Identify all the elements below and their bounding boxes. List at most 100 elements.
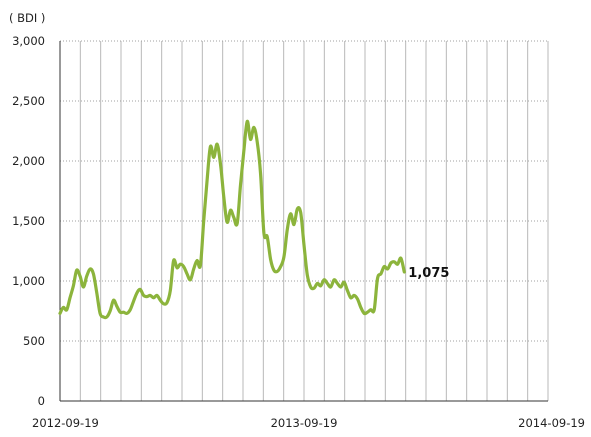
bdi-data-point xyxy=(213,156,215,158)
bdi-data-point xyxy=(400,257,402,259)
bdi-data-point xyxy=(186,273,188,275)
bdi-data-point xyxy=(350,297,352,299)
bdi-data-point xyxy=(323,279,325,281)
bdi-data-point xyxy=(173,260,175,262)
bdi-data-point xyxy=(246,120,248,122)
x-tick-label: 2012-09-19 xyxy=(32,416,99,430)
bdi-data-point xyxy=(62,306,64,308)
bdi-data-point xyxy=(286,228,288,230)
bdi-data-point xyxy=(293,224,295,226)
bdi-data-point xyxy=(153,297,155,299)
bdi-data-point xyxy=(163,303,165,305)
bdi-data-point xyxy=(69,297,71,299)
bdi-data-point xyxy=(376,278,379,280)
y-tick-label: 2,500 xyxy=(12,94,45,108)
bdi-data-point xyxy=(112,299,115,301)
bdi-data-point xyxy=(253,126,255,128)
bdi-data-point xyxy=(92,273,94,275)
bdi-data-point xyxy=(116,305,118,307)
x-axis-tick-labels: 2012-09-19 2013-09-19 2014-09-19 xyxy=(32,416,585,430)
y-tick-label: 0 xyxy=(38,394,45,408)
bdi-data-point xyxy=(109,310,111,312)
bdi-data-point xyxy=(66,309,68,311)
bdi-data-point xyxy=(203,220,205,222)
bdi-data-point xyxy=(126,312,128,314)
bdi-data-point xyxy=(343,281,345,283)
bdi-data-point xyxy=(86,275,88,277)
bdi-data-point xyxy=(390,262,392,264)
y-unit-label: ( BDI ) xyxy=(9,11,45,25)
bdi-data-point xyxy=(196,260,198,262)
bdi-series-line xyxy=(58,119,406,320)
bdi-data-point xyxy=(219,162,221,164)
bdi-data-point xyxy=(106,316,108,318)
bdi-data-point xyxy=(383,266,385,268)
bdi-data-point xyxy=(270,258,272,260)
bdi-data-point xyxy=(239,184,242,186)
horizontal-gridlines xyxy=(60,40,548,342)
bdi-data-point xyxy=(320,285,322,287)
bdi-data-point xyxy=(179,263,181,265)
bdi-data-point xyxy=(310,286,312,288)
bdi-data-point xyxy=(353,294,355,296)
bdi-data-point xyxy=(223,196,225,198)
bdi-data-point xyxy=(249,138,252,140)
bdi-data-point xyxy=(139,288,141,290)
bdi-data-point xyxy=(273,269,275,271)
bdi-data-point xyxy=(146,296,148,298)
bdi-data-point xyxy=(199,264,201,266)
bdi-data-point xyxy=(259,172,262,174)
y-tick-label: 3,000 xyxy=(12,34,45,48)
bdi-data-point xyxy=(82,286,84,288)
bdi-data-point xyxy=(306,274,308,276)
x-tick-label: 2013-09-19 xyxy=(271,416,338,430)
bdi-data-point xyxy=(59,312,61,314)
bdi-data-point xyxy=(206,179,208,181)
bdi-data-point xyxy=(283,256,285,258)
bdi-data-point xyxy=(229,209,232,211)
y-tick-label: 1,000 xyxy=(12,274,45,288)
bdi-data-point xyxy=(72,285,74,287)
bdi-data-point xyxy=(236,222,238,224)
bdi-data-point xyxy=(132,300,135,302)
bdi-data-point xyxy=(122,311,125,313)
bdi-data-point xyxy=(209,146,211,148)
bdi-data-point xyxy=(330,286,332,288)
bdi-data-point xyxy=(216,143,218,145)
bdi-data-point xyxy=(79,275,81,277)
bdi-data-point xyxy=(96,292,98,294)
x-tick-label: 2014-09-19 xyxy=(518,416,585,430)
bdi-data-point xyxy=(313,287,315,289)
bdi-data-point xyxy=(340,286,342,288)
bdi-data-point xyxy=(102,316,105,318)
bdi-data-point xyxy=(280,266,282,268)
bdi-data-point xyxy=(363,312,365,314)
bdi-data-point xyxy=(360,306,362,308)
bdi-data-point xyxy=(366,311,369,313)
bdi-data-point xyxy=(193,268,195,270)
bdi-data-point xyxy=(300,212,302,214)
y-tick-label: 1,500 xyxy=(12,214,45,228)
bdi-data-point xyxy=(276,270,278,272)
bdi-data-point xyxy=(316,282,318,284)
bdi-data-point xyxy=(356,298,359,300)
bdi-data-point xyxy=(169,290,171,292)
bdi-data-point xyxy=(76,269,78,271)
bdi-data-point xyxy=(393,261,395,263)
bdi-data-point xyxy=(226,221,228,223)
series-layer xyxy=(58,119,406,320)
y-axis-tick-labels: 0 500 1,000 1,500 2,000 2,500 3,000 xyxy=(12,34,45,408)
bdi-data-point xyxy=(303,244,305,246)
bdi-data-point xyxy=(326,282,328,284)
bdi-data-point xyxy=(189,279,191,281)
y-tick-label: 500 xyxy=(23,334,45,348)
bdi-data-point xyxy=(397,263,399,265)
bdi-data-point xyxy=(290,213,292,215)
y-tick-label: 2,000 xyxy=(12,154,45,168)
bdi-data-point xyxy=(119,311,121,313)
bdi-data-point xyxy=(403,271,405,273)
bdi-data-point xyxy=(99,312,101,314)
bdi-data-point xyxy=(89,268,91,270)
bdi-data-point xyxy=(166,302,168,304)
bdi-data-point xyxy=(243,150,245,152)
